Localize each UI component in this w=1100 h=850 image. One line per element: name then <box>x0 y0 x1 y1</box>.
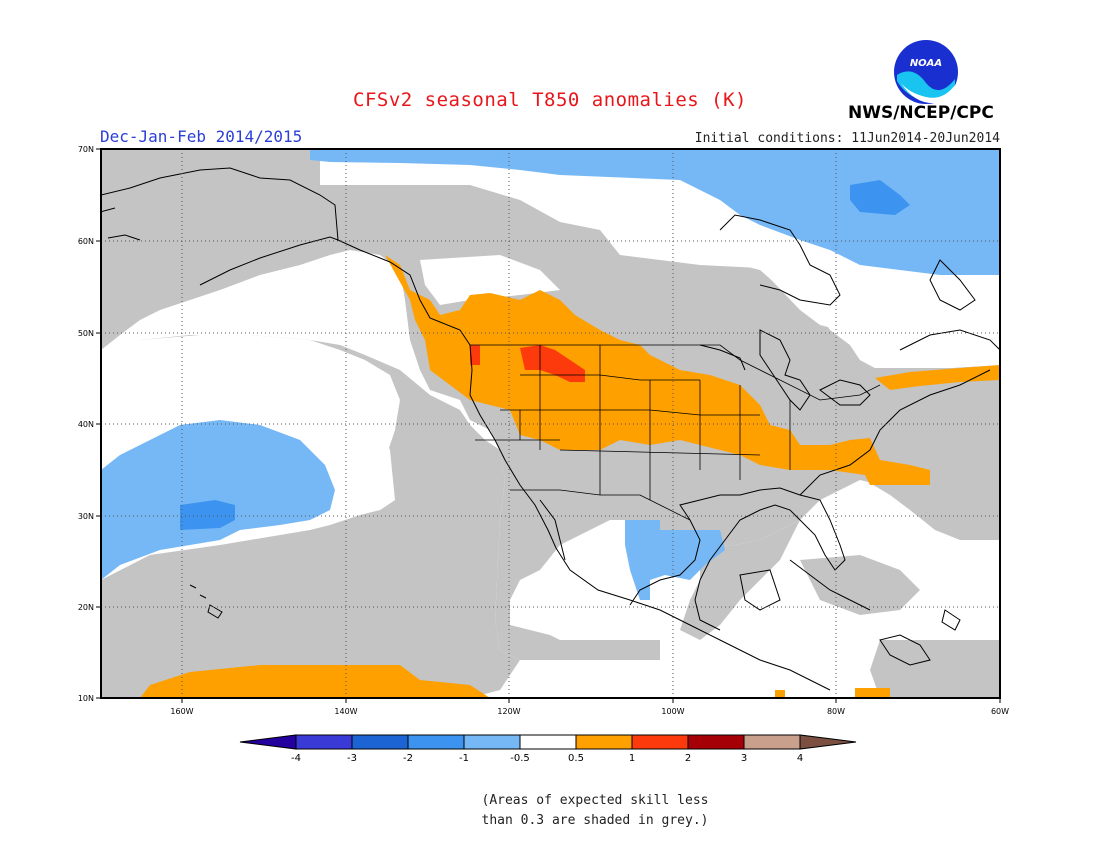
axis-ticks <box>96 148 1001 703</box>
colorbar-label: 0.5 <box>568 753 584 764</box>
colorbar-bin <box>407 734 465 750</box>
agency-label: NWS/NCEP/CPC <box>848 103 994 123</box>
colorbar-bin <box>463 734 521 750</box>
colorbar-label: -4 <box>291 753 301 764</box>
colorbar-arrow-high <box>799 734 857 750</box>
skill-note-line1: (Areas of expected skill less <box>481 793 709 808</box>
colorbar-bin <box>575 734 633 750</box>
colorbar-label: 4 <box>797 753 803 764</box>
lon-label: 120W <box>497 707 520 716</box>
lon-label: 160W <box>170 707 193 716</box>
negative-anomaly-medium-blue <box>180 180 910 530</box>
lat-label: 30N <box>78 512 94 521</box>
positive-anomaly-orange <box>140 255 1000 698</box>
lat-label: 60N <box>78 237 94 246</box>
colorbar-arrow-low <box>239 734 297 750</box>
noaa-logo: NOAA <box>893 39 959 105</box>
latitude-labels: 70N 60N 50N 40N 30N 20N 10N <box>78 145 94 703</box>
colorbar-label: 2 <box>685 753 691 764</box>
colorbar-bin <box>631 734 689 750</box>
lat-label: 20N <box>78 603 94 612</box>
map-title: CFSv2 seasonal T850 anomalies (K) <box>353 89 747 111</box>
coastlines <box>101 167 1000 691</box>
political-borders <box>470 344 881 521</box>
colorbar: -4 -3 -2 -1 -0.5 0.5 1 2 3 4 <box>239 734 857 764</box>
colorbar-bin <box>295 734 353 750</box>
logo-text: NOAA <box>910 58 942 69</box>
lon-label: 140W <box>334 707 357 716</box>
colorbar-label: -2 <box>403 753 413 764</box>
lat-label: 70N <box>78 145 94 154</box>
lat-label: 50N <box>78 329 94 338</box>
lon-label: 60W <box>991 707 1009 716</box>
positive-anomaly-red <box>470 345 585 382</box>
skill-note-line2: than 0.3 are shaded in grey.) <box>481 813 709 828</box>
colorbar-label: -1 <box>459 753 469 764</box>
colorbar-bin <box>743 734 801 750</box>
anomaly-field <box>101 149 1000 698</box>
lon-label: 80W <box>827 707 845 716</box>
season-label: Dec-Jan-Feb 2014/2015 <box>100 127 303 146</box>
lat-label: 10N <box>78 694 94 703</box>
colorbar-bin <box>519 734 577 750</box>
colorbar-label: -0.5 <box>510 753 530 764</box>
colorbar-label: -3 <box>347 753 357 764</box>
colorbar-label: 3 <box>741 753 747 764</box>
lon-label: 100W <box>661 707 684 716</box>
colorbar-label: 1 <box>629 753 635 764</box>
initial-conditions-label: Initial conditions: 11Jun2014-20Jun2014 <box>694 131 1000 146</box>
colorbar-bin <box>351 734 409 750</box>
lat-label: 40N <box>78 420 94 429</box>
near-normal-white-areas <box>101 215 1000 520</box>
colorbar-bin <box>687 734 745 750</box>
longitude-labels: 160W 140W 120W 100W 80W 60W <box>170 707 1009 716</box>
